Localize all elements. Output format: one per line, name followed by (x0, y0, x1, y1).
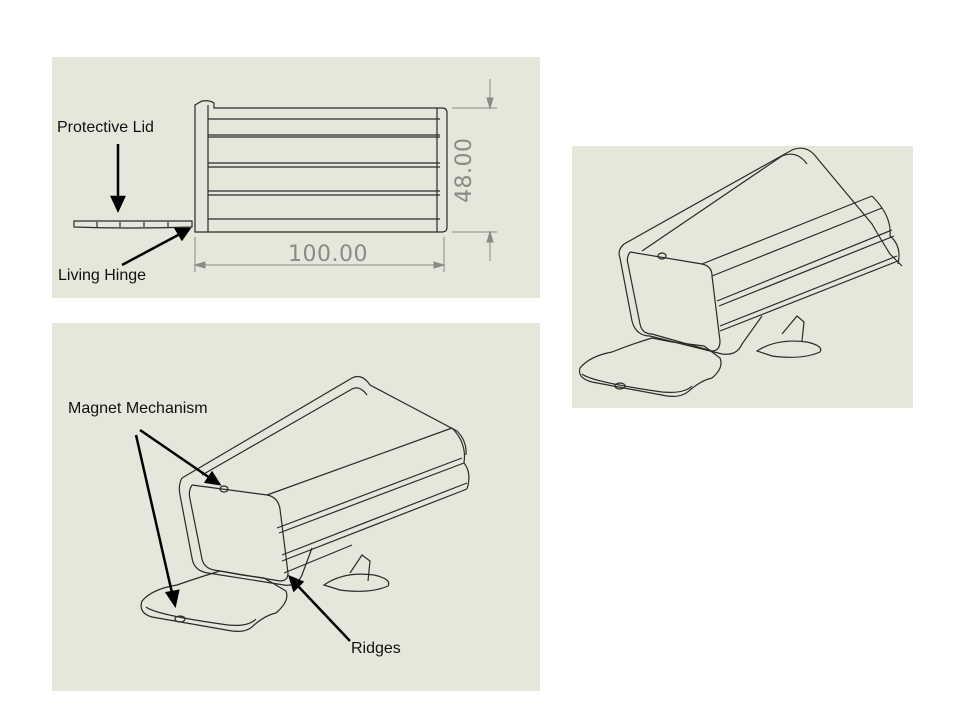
label-protective-lid: Protective Lid (57, 119, 154, 136)
dimension-width: 100.00 (288, 242, 368, 267)
isometric-view-panel (572, 146, 913, 408)
body-outline (194, 100, 448, 233)
dimension-height: 48.00 (452, 137, 477, 203)
label-living-hinge: Living Hinge (58, 267, 147, 284)
label-ridges: Ridges (351, 640, 401, 657)
side-view-panel: Protective Lid Living Hinge 100.00 48.00 (52, 57, 540, 298)
lid-outline (73, 220, 193, 229)
annotated-view-panel: Magnet Mechanism Ridges (52, 323, 540, 691)
side-view-drawing (73, 79, 497, 272)
annotated-view-drawing (134, 375, 470, 642)
isometric-view-drawing (578, 147, 903, 397)
label-magnet-mechanism: Magnet Mechanism (68, 400, 208, 417)
